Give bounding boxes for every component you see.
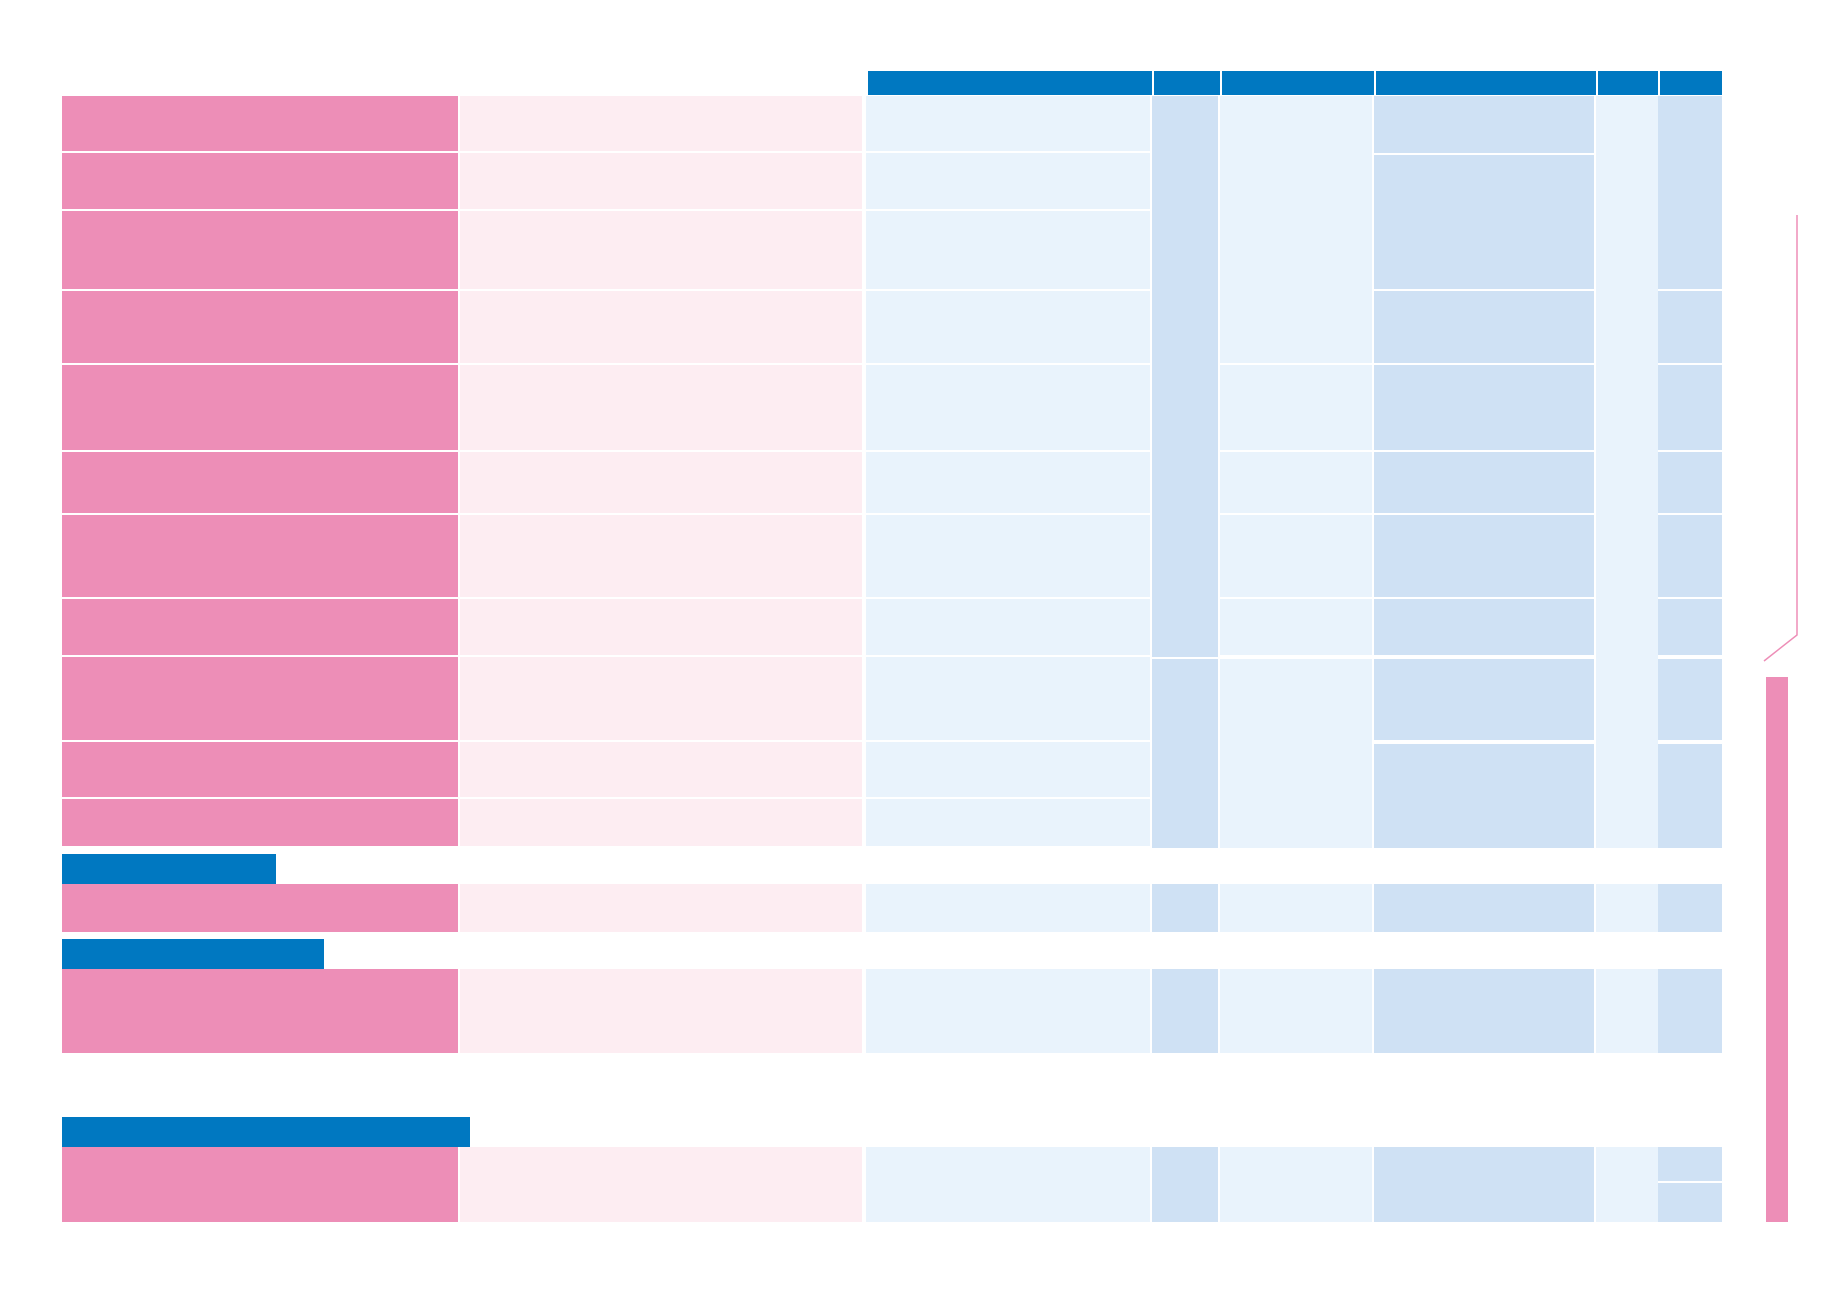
- value-cell: [1658, 599, 1722, 655]
- row-detail-cell: [460, 515, 862, 597]
- section-title-bar-2: [62, 854, 276, 884]
- value-cell: [1220, 365, 1372, 450]
- row-value-cell: [1152, 1147, 1218, 1222]
- row-value-cell: [1374, 969, 1594, 1053]
- row-value-cell: [1374, 884, 1594, 932]
- row-value-cell: [1658, 1147, 1722, 1181]
- row-value-cell: [866, 884, 1150, 932]
- row-value-cell: [866, 599, 1150, 655]
- value-cell: [1374, 365, 1594, 450]
- value-cell: [1658, 515, 1722, 597]
- row-value-cell: [1220, 969, 1372, 1053]
- row-label-cell: [62, 969, 458, 1053]
- row-value-cell: [1220, 884, 1372, 932]
- side-bracket-line: [1763, 215, 1798, 662]
- row-value-cell: [1658, 884, 1722, 932]
- row-value-cell: [866, 1147, 1150, 1222]
- value-cell: [1658, 96, 1722, 289]
- row-label-cell: [62, 742, 458, 797]
- row-label-cell: [62, 515, 458, 597]
- column-header-3: [1222, 71, 1374, 95]
- column-header-5: [1598, 71, 1658, 95]
- row-detail-cell: [460, 211, 862, 289]
- section-title-bar-3: [62, 939, 324, 969]
- merged-cell: [1220, 659, 1372, 848]
- row-label-cell: [62, 599, 458, 655]
- row-label-cell: [62, 211, 458, 289]
- merged-cell: [1152, 659, 1218, 848]
- row-value-cell: [866, 657, 1150, 740]
- value-cell: [1658, 659, 1722, 740]
- row-value-cell: [1374, 1147, 1594, 1222]
- column-header-4: [1376, 71, 1596, 95]
- row-value-cell: [866, 365, 1150, 450]
- row-label-cell: [62, 657, 458, 740]
- row-detail-cell: [460, 884, 862, 932]
- value-cell: [1658, 291, 1722, 363]
- value-cell: [1220, 599, 1372, 655]
- value-cell: [1374, 659, 1594, 740]
- row-detail-cell: [460, 452, 862, 513]
- row-value-cell: [1658, 969, 1722, 1053]
- row-value-cell: [866, 153, 1150, 209]
- row-value-cell: [866, 96, 1150, 151]
- value-cell: [1658, 365, 1722, 450]
- row-value-cell: [1152, 969, 1218, 1053]
- column-header-1: [868, 71, 1152, 95]
- value-cell: [1374, 744, 1594, 848]
- row-value-cell: [866, 799, 1150, 846]
- section-title-bar-4: [62, 1117, 470, 1147]
- value-cell: [1374, 599, 1594, 655]
- row-value-cell: [866, 291, 1150, 363]
- row-value-cell: [1152, 884, 1218, 932]
- value-cell: [1220, 452, 1372, 513]
- row-detail-cell: [460, 96, 862, 151]
- row-value-cell: [1596, 884, 1658, 932]
- row-value-cell: [1596, 969, 1658, 1053]
- row-value-cell: [866, 742, 1150, 797]
- value-cell: [1658, 452, 1722, 513]
- row-value-cell: [866, 211, 1150, 289]
- row-label-cell: [62, 799, 458, 846]
- row-detail-cell: [460, 657, 862, 740]
- row-detail-cell: [460, 153, 862, 209]
- row-value-cell: [1220, 1147, 1372, 1222]
- value-cell: [1374, 515, 1594, 597]
- merged-cell: [1220, 96, 1372, 363]
- column-header-2: [1154, 71, 1220, 95]
- value-cell: [1658, 744, 1722, 848]
- row-label-cell: [62, 452, 458, 513]
- row-detail-cell: [460, 799, 862, 846]
- merged-cell: [1152, 96, 1218, 657]
- row-value-cell: [866, 515, 1150, 597]
- row-detail-cell: [460, 1147, 862, 1222]
- row-detail-cell: [460, 365, 862, 450]
- merged-cell: [1596, 96, 1658, 848]
- row-label-cell: [62, 291, 458, 363]
- value-cell: [1220, 515, 1372, 597]
- row-value-cell: [1658, 1183, 1722, 1222]
- row-value-cell: [1596, 1147, 1658, 1222]
- row-label-cell: [62, 884, 458, 932]
- row-label-cell: [62, 1147, 458, 1222]
- row-label-cell: [62, 153, 458, 209]
- row-value-cell: [866, 969, 1150, 1053]
- row-detail-cell: [460, 291, 862, 363]
- column-header-6: [1660, 71, 1722, 95]
- row-detail-cell: [460, 599, 862, 655]
- value-cell: [1374, 452, 1594, 513]
- side-marker-bar: [1766, 677, 1788, 1222]
- row-label-cell: [62, 365, 458, 450]
- value-cell: [1374, 291, 1594, 363]
- row-label-cell: [62, 96, 458, 151]
- row-detail-cell: [460, 742, 862, 797]
- value-cell: [1374, 96, 1594, 153]
- row-detail-cell: [460, 969, 862, 1053]
- row-value-cell: [866, 452, 1150, 513]
- value-cell: [1374, 155, 1594, 289]
